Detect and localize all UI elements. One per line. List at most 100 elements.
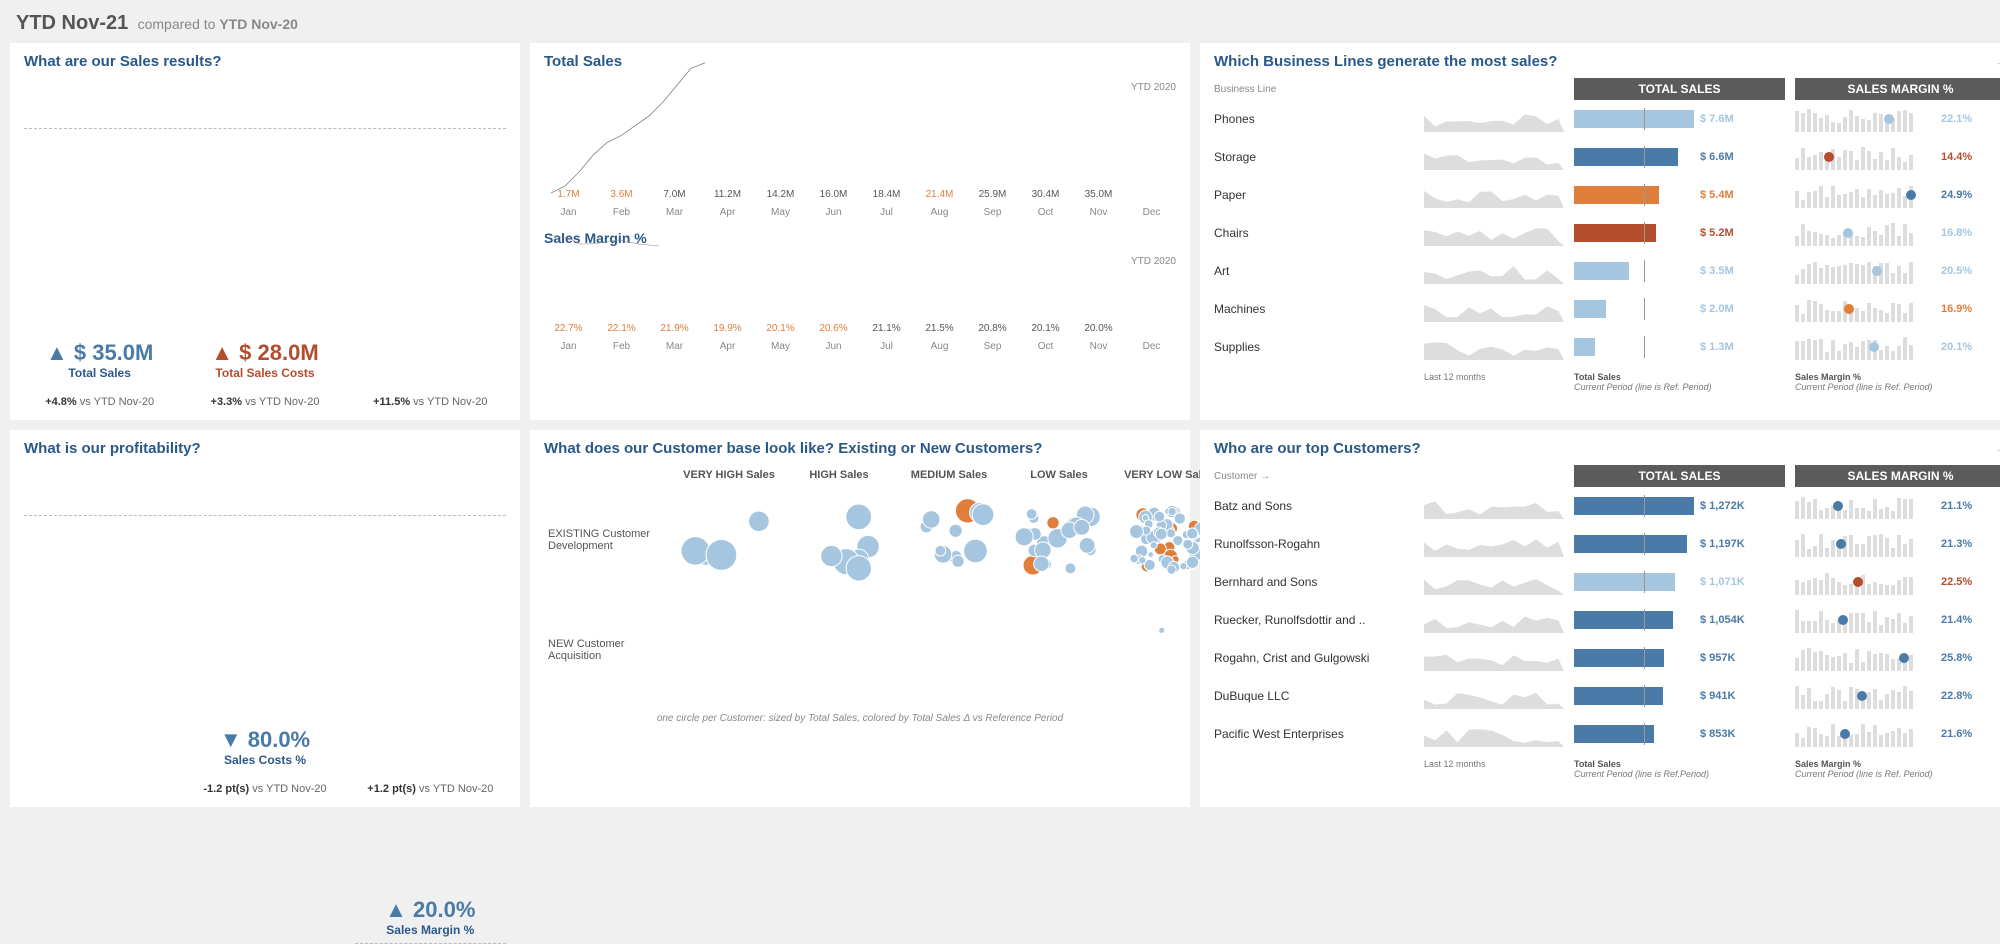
row-name: Phones <box>1214 112 1414 126</box>
panel-top-customers[interactable]: → Who are our top Customers? Customer → … <box>1200 430 2000 807</box>
month-label: Feb <box>613 341 630 352</box>
margin-dot: 21.4% <box>1795 607 2000 633</box>
table-row[interactable]: Runolfsson-Rogahn $ 1,197K21.3% <box>1214 525 2000 563</box>
panel-customer-base[interactable]: What does our Customer base look like? E… <box>530 430 1190 807</box>
row-name: Rogahn, Crist and Gulgowski <box>1214 651 1414 665</box>
margin-dot: 20.5% <box>1795 258 2000 284</box>
bubble-row-label: NEW Customer Acquisition <box>544 595 674 705</box>
bar-col: 20.1%Oct <box>1021 323 1070 352</box>
bubble-cell <box>1004 595 1114 705</box>
cb-title: What does our Customer base look like? E… <box>544 440 1176 457</box>
kpi-col <box>24 777 175 795</box>
table-row[interactable]: Bernhard and Sons $ 1,071K22.5% <box>1214 563 2000 601</box>
bar-col: 7.0MMar <box>650 189 699 218</box>
month-label: Aug <box>931 341 949 352</box>
sparkline <box>1424 681 1564 712</box>
row-name: Bernhard and Sons <box>1214 575 1414 589</box>
table-row[interactable]: Batz and Sons $ 1,272K21.1% <box>1214 487 2000 525</box>
sparkline <box>1424 180 1564 211</box>
sparkline <box>1424 605 1564 636</box>
tc-col1-hdr: TOTAL SALES <box>1574 465 1785 487</box>
sales-kpi-row: ▲ $ 35.0M Total Sales +4.8% vs YTD Nov-2… <box>24 128 506 408</box>
table-row[interactable]: Machines $ 2.0M16.9% <box>1214 290 2000 328</box>
row-name: Batz and Sons <box>1214 499 1414 513</box>
bl-col1-hdr: TOTAL SALES <box>1574 78 1785 100</box>
sparkline <box>1424 332 1564 363</box>
kpi-foot: +11.5% vs YTD Nov-20 <box>373 396 487 408</box>
bar-col: 20.6%Jun <box>809 323 858 352</box>
more-icon[interactable]: → <box>1994 440 2000 458</box>
sparkline <box>1424 643 1564 674</box>
bubble-col-header: MEDIUM Sales <box>894 465 1004 485</box>
bar-value: 21.9% <box>660 323 688 334</box>
margin-dot: 14.4% <box>1795 144 2000 170</box>
bar-value: 22.1% <box>607 323 635 334</box>
table-row[interactable]: Rogahn, Crist and Gulgowski $ 957K25.8% <box>1214 639 2000 677</box>
hbar: $ 941K <box>1574 687 1785 705</box>
bubble-cell <box>894 595 1004 705</box>
margin-dot: 21.6% <box>1795 721 2000 747</box>
sparkline <box>1424 567 1564 598</box>
table-row[interactable]: Supplies $ 1.3M20.1% <box>1214 328 2000 366</box>
bar-col: 21.4MAug <box>915 189 964 218</box>
kpi-foot: +3.3% vs YTD Nov-20 <box>211 396 320 408</box>
table-row[interactable]: Paper $ 5.4M24.9% <box>1214 176 2000 214</box>
month-label: Mar <box>666 341 683 352</box>
bar-col: 16.0MJun <box>809 189 858 218</box>
margin-dot: 16.9% <box>1795 296 2000 322</box>
hbar: $ 1,272K <box>1574 497 1785 515</box>
sparkline <box>1424 491 1564 522</box>
panel-monthly[interactable]: Total Sales YTD 2020 1.7MJan3.6MFeb7.0MM… <box>530 43 1190 420</box>
bubble-col-header: HIGH Sales <box>784 465 894 485</box>
sparkline <box>1424 256 1564 287</box>
table-row[interactable]: DuBuque LLC $ 941K22.8% <box>1214 677 2000 715</box>
sparkline <box>1424 294 1564 325</box>
bar-value: 18.4M <box>873 189 901 200</box>
tc-header-row: Customer → TOTAL SALES SALES MARGIN % <box>1214 465 2000 487</box>
table-row[interactable]: Storage $ 6.6M14.4% <box>1214 138 2000 176</box>
panel-business-lines[interactable]: → Which Business Lines generate the most… <box>1200 43 2000 420</box>
kpi-col: ▲ $ 7.0M Total Sales Margin +11.5% vs YT… <box>355 390 506 408</box>
month-label: Oct <box>1038 341 1054 352</box>
sales-results-title: What are our Sales results? <box>24 53 506 70</box>
table-row[interactable]: Ruecker, Runolfsdottir and .. $ 1,054K 21… <box>1214 601 2000 639</box>
kpi-label: Total Sales Costs <box>189 366 340 380</box>
kpi-label: Total Sales <box>24 366 175 380</box>
sparkline <box>1424 142 1564 173</box>
bar-value: 19.9% <box>713 323 741 334</box>
table-row[interactable]: Phones $ 7.6M22.1% <box>1214 100 2000 138</box>
more-icon[interactable]: → <box>1994 53 2000 71</box>
row-name: Ruecker, Runolfsdottir and .. <box>1214 613 1414 627</box>
panel-sales-results[interactable]: What are our Sales results? ▲ $ 35.0M To… <box>10 43 520 420</box>
month-label: May <box>771 207 790 218</box>
month-label: Nov <box>1090 341 1108 352</box>
kpi-col: ▼ 80.0% Sales Costs % -1.2 pt(s) vs YTD … <box>189 777 340 795</box>
kpi-label: Sales Margin % <box>355 923 506 937</box>
table-row[interactable]: Art $ 3.5M20.5% <box>1214 252 2000 290</box>
kpi-label: Sales Costs % <box>189 753 340 767</box>
tc-footer: Last 12 months Total SalesCurrent Period… <box>1214 759 2000 779</box>
panel-profitability[interactable]: What is our profitability? ▼ 80.0% Sales… <box>10 430 520 807</box>
month-label: Feb <box>613 207 630 218</box>
sparkline <box>1424 104 1564 135</box>
hbar: $ 1,054K <box>1574 611 1785 629</box>
dashboard-grid: What are our Sales results? ▲ $ 35.0M To… <box>0 43 2000 817</box>
row-name: Storage <box>1214 150 1414 164</box>
month-label: Jan <box>560 341 576 352</box>
bar-col: 20.1%May <box>756 323 805 352</box>
kpi-col: ▲ $ 35.0M Total Sales +4.8% vs YTD Nov-2… <box>24 390 175 408</box>
hbar: $ 1,071K <box>1574 573 1785 591</box>
row-name: Machines <box>1214 302 1414 316</box>
table-row[interactable]: Pacific West Enterprises $ 853K21.6% <box>1214 715 2000 753</box>
table-row[interactable]: Chairs $ 5.2M16.8% <box>1214 214 2000 252</box>
bar-col: Dec <box>1127 200 1176 218</box>
header-compare: compared to YTD Nov-20 <box>138 16 298 32</box>
month-label: Sep <box>984 207 1002 218</box>
month-label: Jun <box>825 341 841 352</box>
bar-col: 20.8%Sep <box>968 323 1017 352</box>
row-name: Paper <box>1214 188 1414 202</box>
month-label: Aug <box>931 207 949 218</box>
bubble-cell <box>674 485 784 595</box>
tc-col2-hdr: SALES MARGIN % <box>1795 465 2000 487</box>
month-label: Sep <box>984 341 1002 352</box>
